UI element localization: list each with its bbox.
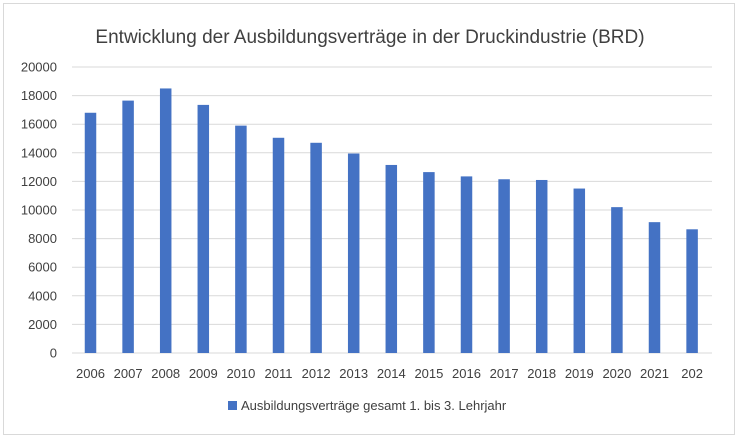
y-tick-label: 4000	[28, 288, 57, 303]
y-tick-label: 10000	[21, 203, 57, 218]
bar-2020	[611, 207, 623, 353]
x-tick-label: 2007	[114, 366, 143, 381]
bar-2021	[648, 222, 661, 353]
y-axis-tick-labels: 0 2000 4000 6000 8000 10000 12000 14000 16000 180…	[21, 60, 57, 361]
legend-label: Ausbildungsverträge gesamt 1. bis 3. Leh…	[241, 398, 507, 413]
x-tick-label: 2010	[226, 366, 255, 381]
x-axis-tick-labels: 2006 2007 2008 2009 2010 2011 2012 2013 2014 2015…	[76, 366, 703, 381]
bar-2017	[498, 179, 510, 353]
y-tick-label: 12000	[21, 174, 57, 189]
bar-2011	[272, 137, 285, 353]
y-tick-label: 8000	[28, 231, 57, 246]
bar-2013	[347, 153, 360, 353]
x-tick-label: 2009	[189, 366, 218, 381]
x-tick-label: 2017	[490, 366, 519, 381]
y-tick-label: 16000	[21, 117, 57, 132]
x-tick-label: 2015	[414, 366, 443, 381]
bar-202	[686, 229, 698, 353]
x-tick-label: 2006	[76, 366, 105, 381]
gridlines	[72, 66, 712, 354]
x-tick-label: 2008	[151, 366, 180, 381]
x-tick-label: 2020	[602, 366, 631, 381]
x-tick-label: 2012	[302, 366, 331, 381]
bar-2015	[423, 172, 435, 353]
legend: Ausbildungsverträge gesamt 1. bis 3. Leh…	[228, 398, 507, 413]
bar-2016	[460, 176, 473, 353]
y-tick-label: 6000	[28, 260, 57, 275]
y-tick-label: 0	[50, 346, 57, 361]
bars	[84, 88, 698, 354]
bar-2012	[310, 142, 322, 353]
y-tick-label: 2000	[28, 317, 57, 332]
bar-2018	[535, 179, 548, 353]
legend-swatch	[228, 401, 237, 410]
y-tick-label: 18000	[21, 88, 57, 103]
chart-title: Entwicklung der Ausbildungsverträge in d…	[95, 27, 644, 48]
bar-2014	[385, 164, 398, 353]
x-tick-label: 2013	[339, 366, 368, 381]
x-tick-label: 2021	[640, 366, 669, 381]
bar-2019	[573, 188, 586, 353]
x-tick-label: 202	[681, 366, 703, 381]
y-tick-label: 14000	[21, 145, 57, 160]
x-tick-label: 2014	[377, 366, 406, 381]
bar-2009	[197, 104, 210, 354]
bar-2006	[84, 112, 97, 353]
bar-2008	[159, 88, 172, 353]
x-tick-label: 2011	[265, 366, 293, 381]
x-tick-label: 2018	[527, 366, 556, 381]
bar-2010	[235, 125, 247, 353]
bar-2007	[122, 100, 134, 353]
x-tick-label: 2016	[452, 366, 481, 381]
x-tick-label: 2019	[565, 366, 594, 381]
y-tick-label: 20000	[21, 60, 57, 75]
